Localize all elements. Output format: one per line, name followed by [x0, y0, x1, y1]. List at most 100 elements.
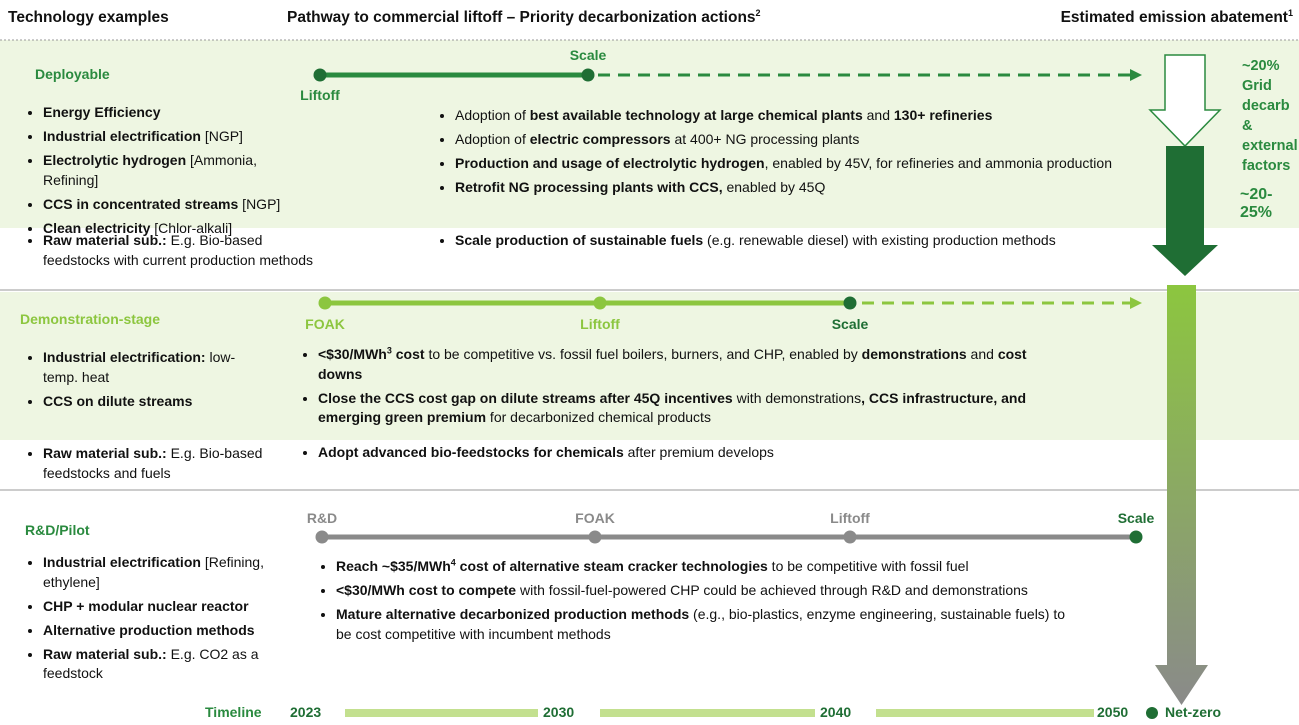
text: , CCS infrastructure, and emerging green…	[318, 389, 1027, 426]
milestone-label: FOAK	[305, 316, 345, 332]
text: Mature alternative decarbonized producti…	[336, 606, 690, 622]
text: , enabled by 45V, for refineries and amm…	[764, 155, 1112, 171]
timeline-end: Net-zero	[1165, 704, 1222, 720]
text: Adoption of	[455, 107, 530, 123]
milestone-label: Scale	[1117, 510, 1155, 526]
text: demonstrations	[861, 346, 967, 362]
text: after premium develops	[623, 444, 774, 460]
text: with demonstrations	[732, 389, 862, 406]
text: electric compressors	[529, 131, 671, 147]
bullet: Adoption of best available technology at…	[455, 106, 1155, 126]
text: E.g. Bio-based feedstocks with current p…	[43, 232, 314, 268]
text: Production and usage of electrolytic hyd…	[455, 155, 765, 171]
milestone-label: FOAK	[575, 510, 615, 526]
milestone-label: Liftoff	[580, 316, 620, 332]
bullet: Industrial electrification: low-temp. he…	[43, 348, 243, 387]
milestone-label: Scale	[569, 47, 607, 63]
milestone-dot	[593, 296, 607, 310]
milestone-label: Scale	[831, 316, 869, 332]
bullet: CCS in concentrated streams [NGP]	[43, 195, 313, 215]
milestone-dot	[581, 68, 595, 82]
text: Industrial electrification	[43, 128, 201, 144]
text: Raw material sub.:	[43, 445, 167, 461]
text: to be competitive vs. fossil fuel boiler…	[424, 346, 862, 362]
bullet: Close the CCS cost gap on dilute streams…	[318, 389, 1058, 428]
bullet: CCS on dilute streams	[43, 392, 243, 412]
milestone-dot	[588, 530, 602, 544]
actions-list: <$30/MWh3 cost to be competitive vs. fos…	[300, 345, 1058, 432]
text: [Refining, ethylene]	[43, 554, 264, 590]
solid-arrow	[1152, 146, 1218, 276]
technologies-list: Raw material sub.: E.g. Bio-based feedst…	[25, 231, 323, 275]
text: Raw material sub.:	[43, 645, 167, 662]
sup: 1	[1287, 7, 1293, 18]
text: <$30/MWh	[318, 346, 387, 362]
timeline-label: Timeline	[205, 704, 262, 720]
bullet: Mature alternative decarbonized producti…	[336, 605, 1066, 644]
bullet: Raw material sub.: E.g. CO2 as a feedsto…	[43, 645, 308, 684]
text: low-temp. heat	[43, 349, 236, 385]
bullet: Alternative production methods	[43, 621, 308, 641]
timeline-year: 2050	[1097, 704, 1129, 720]
text: (e.g., bio-plastics, enzyme engineering,…	[336, 606, 1066, 642]
bullet: Adoption of electric compressors at 400+…	[455, 130, 1155, 150]
text: CHP + modular nuclear reactor	[43, 597, 249, 614]
bullet: Reach ~$35/MWh4 cost of alternative stea…	[336, 557, 1066, 577]
bullet: Retrofit NG processing plants with CCS, …	[455, 178, 1155, 198]
technologies-list: Energy Efficiency Industrial electrificat…	[25, 103, 313, 243]
text: [Ammonia, Refining]	[43, 152, 257, 188]
sup: 2	[755, 7, 761, 18]
bullet: Clean electricity [Chlor-alkali]	[43, 219, 313, 239]
pathway-arrowhead	[1130, 69, 1142, 81]
text: Industrial electrification	[43, 554, 201, 570]
technologies-list: Industrial electrification: low-temp. he…	[25, 348, 243, 416]
technologies-list: Industrial electrification [Refining, et…	[25, 553, 308, 688]
column-header: Pathway to commercial liftoff – Priority…	[287, 7, 761, 27]
text: Reach ~$35/MWh	[336, 558, 451, 574]
milestone-dot	[318, 296, 332, 310]
section-title: Deployable	[35, 66, 110, 82]
timeline-year: 2023	[290, 704, 322, 720]
text: with fossil-fuel-powered CHP could be ac…	[516, 582, 1028, 598]
text: and	[966, 346, 998, 362]
text: [NGP]	[238, 195, 281, 212]
text: E.g. CO2 as a feedstock	[43, 645, 259, 682]
timeline-bar	[876, 709, 1094, 717]
hollow-arrow	[1148, 54, 1222, 148]
text: CCS on dilute streams	[43, 392, 193, 409]
text: Pathway to commercial liftoff – Priority…	[287, 9, 756, 26]
bullet: Industrial electrification [NGP]	[43, 127, 313, 147]
milestone-dot	[313, 68, 327, 82]
gradient-arrow	[1155, 285, 1208, 705]
bullet: Scale production of sustainable fuels (e…	[455, 231, 1155, 251]
text: Estimated emission abatement	[1060, 9, 1288, 26]
band	[0, 40, 1299, 228]
bullet: Industrial electrification [Refining, et…	[43, 553, 308, 592]
bullet: <$30/MWh3 cost to be competitive vs. fos…	[318, 345, 1058, 384]
text: Adoption of	[455, 131, 530, 147]
abatement-range: ~20-25%	[1240, 186, 1273, 221]
text: enabled by 45Q	[722, 179, 826, 195]
text: cost of alternative steam cracker techno…	[455, 558, 768, 574]
text: Scale production of sustainable fuels	[455, 232, 704, 248]
timeline-year: 2040	[820, 704, 852, 720]
actions-list: Adoption of best available technology at…	[437, 106, 1155, 202]
text: [NGP]	[200, 128, 243, 144]
text: Close the CCS cost gap on dilute streams…	[318, 389, 733, 406]
text: to be competitive with fossil fuel	[767, 558, 969, 574]
band	[0, 292, 1299, 440]
timeline-dot	[1146, 707, 1158, 719]
pathway-arrowhead	[1130, 297, 1142, 309]
text: 3	[386, 345, 392, 356]
text: E.g. Bio-based feedstocks and fuels	[43, 445, 263, 481]
bullet: CHP + modular nuclear reactor	[43, 597, 308, 617]
bullet: Raw material sub.: E.g. Bio-based feedst…	[43, 444, 313, 483]
text: Alternative production methods	[43, 621, 255, 638]
text: Clean electricity	[43, 219, 151, 236]
text: 4	[450, 557, 456, 568]
milestone-dot	[315, 530, 329, 544]
text: Energy Efficiency	[43, 104, 161, 120]
text: Adopt advanced bio-feedstocks for chemic…	[318, 444, 624, 460]
